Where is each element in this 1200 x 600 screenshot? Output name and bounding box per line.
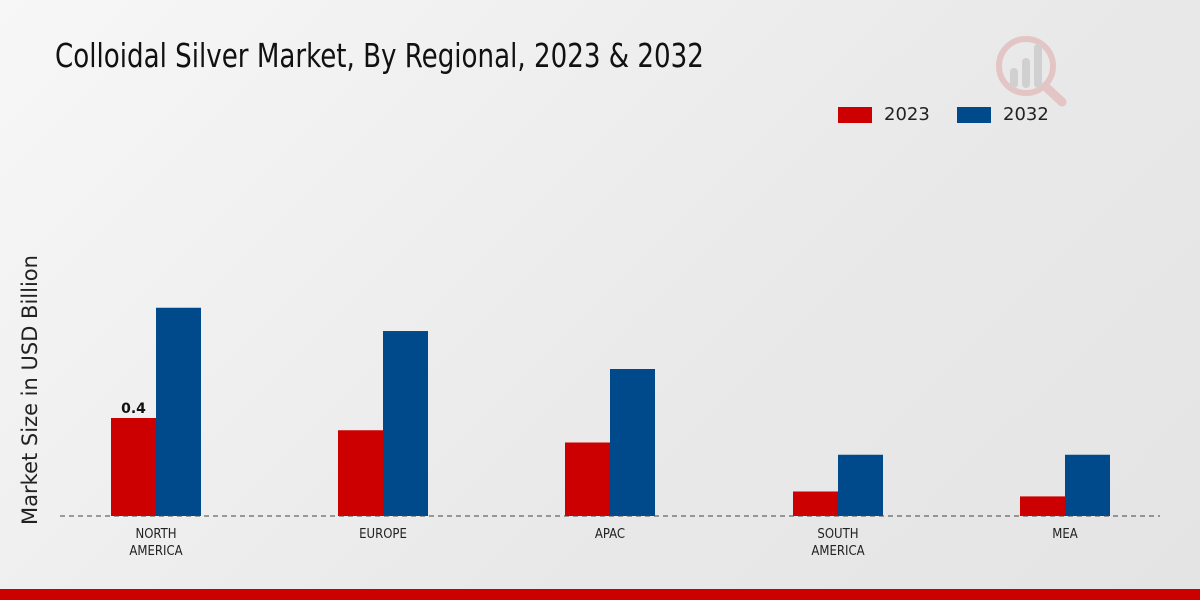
watermark-logo-icon bbox=[996, 36, 1067, 107]
x-tick-label-3: SOUTH AMERICA bbox=[811, 527, 864, 559]
bar-2032-3 bbox=[838, 454, 883, 516]
chart-title: Colloidal Silver Market, By Regional, 20… bbox=[55, 36, 704, 75]
legend-item-2032: 2032 bbox=[957, 104, 1049, 125]
x-tick-label-0: NORTH AMERICA bbox=[129, 527, 182, 559]
bar-2023-4 bbox=[1020, 496, 1065, 516]
legend-label-2023: 2023 bbox=[884, 104, 930, 125]
bar-2032-0 bbox=[156, 307, 201, 516]
x-tick-label-4: MEA bbox=[1052, 527, 1077, 542]
bar-2023-2 bbox=[565, 442, 610, 516]
data-label-0: 0.4 bbox=[121, 401, 146, 417]
x-tick-label-1: EUROPE bbox=[359, 527, 407, 542]
legend-swatch-2023 bbox=[838, 106, 872, 123]
legend-swatch-2032 bbox=[957, 106, 991, 123]
x-tick-label-2: APAC bbox=[595, 527, 625, 542]
legend-label-2032: 2032 bbox=[1003, 104, 1049, 125]
bar-2032-1 bbox=[383, 331, 428, 516]
footer-bar bbox=[0, 589, 1200, 600]
bar-2023-1 bbox=[338, 430, 383, 516]
legend-item-2023: 2023 bbox=[838, 104, 930, 125]
bar-2032-4 bbox=[1065, 454, 1110, 516]
bar-2023-0 bbox=[111, 418, 156, 516]
bar-2032-2 bbox=[610, 369, 655, 516]
bar-2023-3 bbox=[793, 491, 838, 516]
